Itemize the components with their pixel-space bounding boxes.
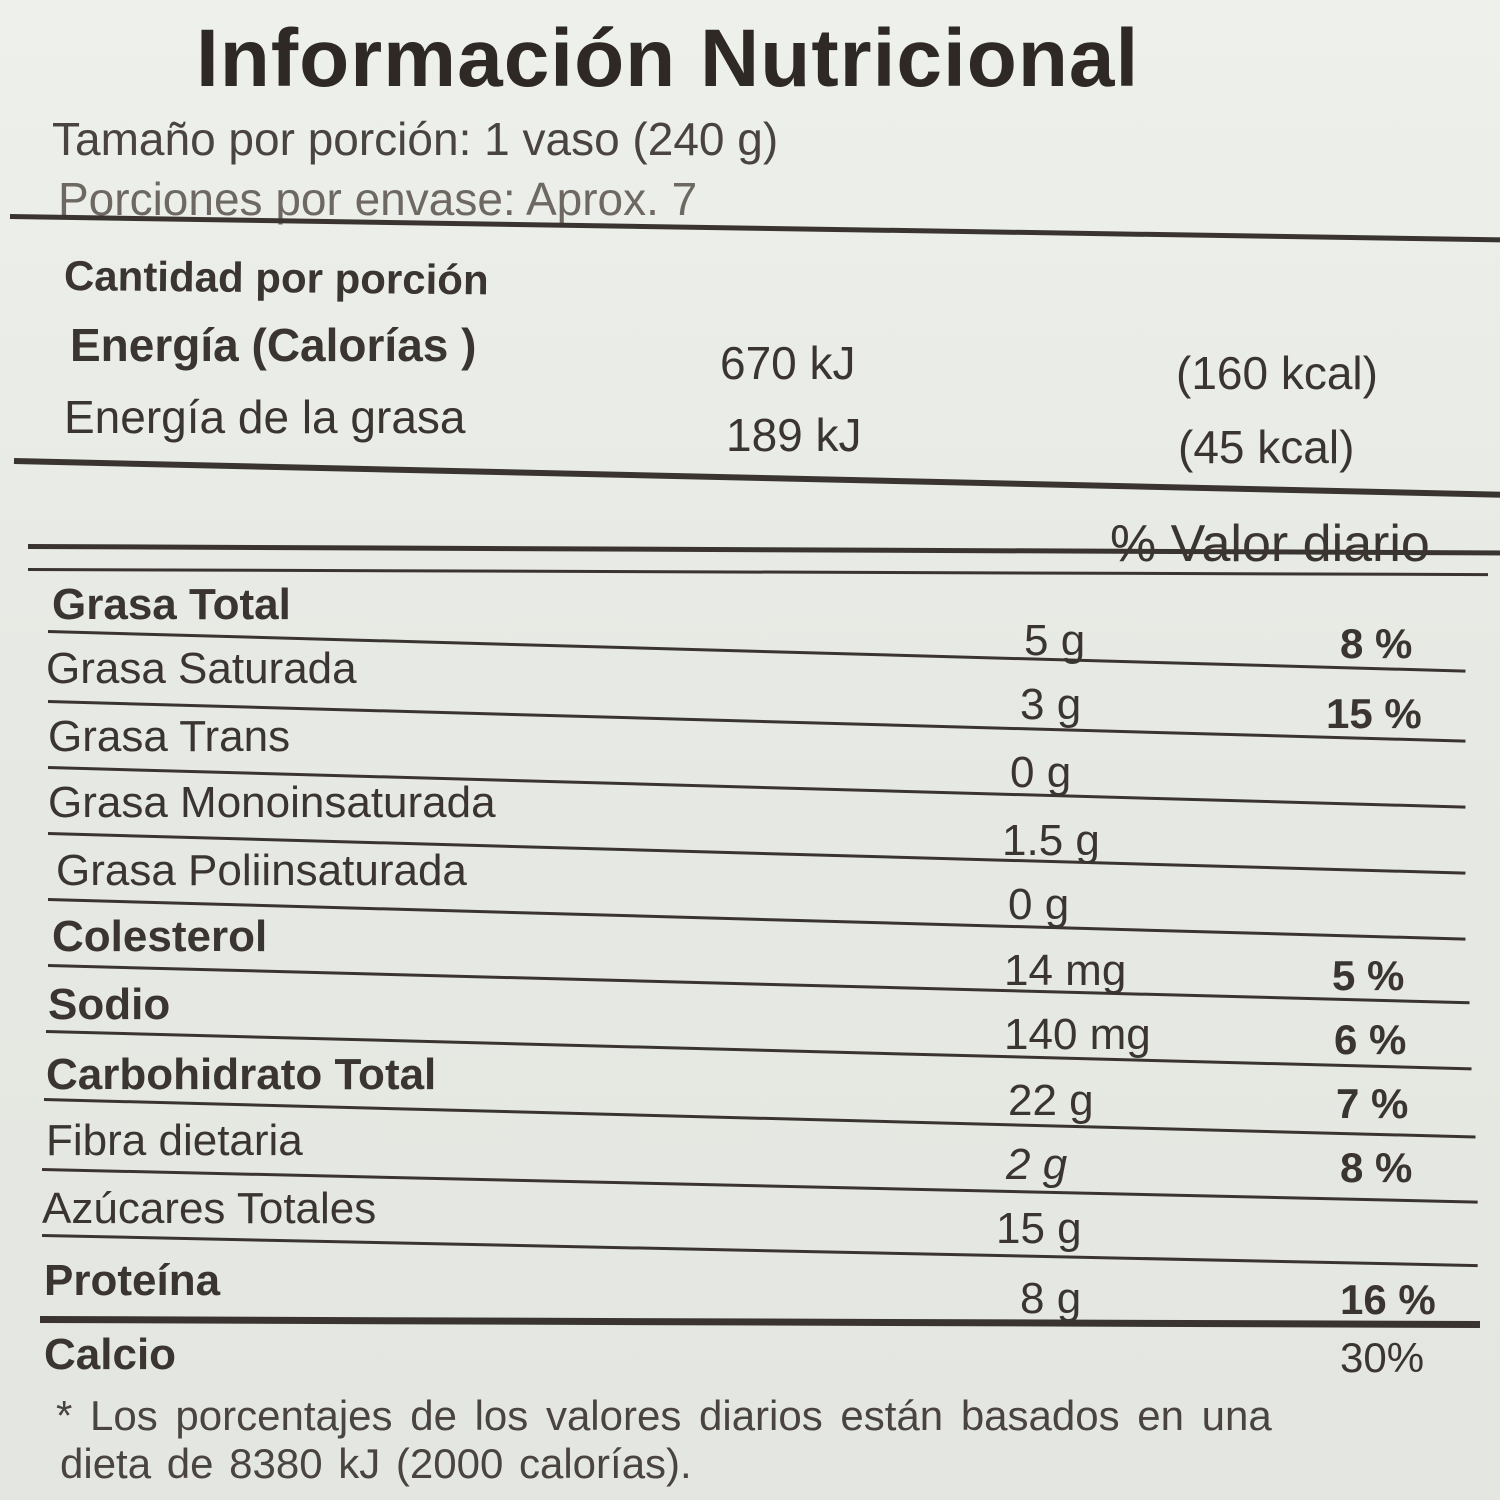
nutrient-amount: 1.5 g — [1002, 816, 1100, 865]
nutrient-name: Sodio — [48, 980, 171, 1029]
nutrient-dv: 7 % — [1336, 1080, 1409, 1127]
divider-top — [9, 214, 1500, 243]
nutrient-name: Grasa Monoinsaturada — [48, 778, 496, 827]
nutrient-row-carbohydrate: Carbohidrato Total 22 g 7 % — [0, 1050, 1500, 1127]
nutrient-name: Proteína — [44, 1256, 221, 1305]
calcium-name: Calcio — [44, 1330, 177, 1379]
nutrient-dv: 8 % — [1340, 1144, 1413, 1191]
daily-value-header: % Valor diario — [1110, 515, 1430, 573]
energy-fat-kj: 189 kJ — [726, 409, 862, 461]
nutrient-row-sugars: Azúcares Totales 15 g — [0, 1184, 1500, 1253]
energy-kj: 670 kJ — [720, 337, 856, 389]
nutrient-row-poly-fat: Grasa Poliinsaturada 0 g — [0, 846, 1500, 929]
nutrient-dv: 8 % — [1340, 620, 1413, 667]
footnote-line-1: * Los porcentajes de los valores diarios… — [56, 1392, 1272, 1439]
energy-fat-kcal: (45 kcal) — [1178, 421, 1355, 473]
energy-fat-name: Energía de la grasa — [64, 391, 466, 443]
nutrient-dv: 16 % — [1340, 1276, 1436, 1323]
nutrient-row-mono-fat: Grasa Monoinsaturada 1.5 g — [0, 778, 1500, 865]
nutrient-amount: 0 g — [1008, 880, 1070, 929]
nutrient-name: Grasa Trans — [48, 712, 291, 761]
nutrient-amount: 0 g — [1010, 748, 1072, 797]
nutrient-dv: 15 % — [1326, 690, 1422, 737]
nutrient-amount: 14 mg — [1004, 946, 1127, 995]
footnote-line-2: dieta de 8380 kJ (2000 calorías). — [60, 1440, 692, 1487]
nutrient-amount: 3 g — [1020, 680, 1082, 729]
calcium-dv: 30% — [1340, 1334, 1425, 1381]
nutrient-amount: 22 g — [1008, 1076, 1094, 1125]
energy-name: Energía (Calorías ) — [70, 319, 477, 371]
nutrient-row-trans-fat: Grasa Trans 0 g — [0, 712, 1500, 797]
energy-kcal: (160 kcal) — [1176, 347, 1378, 399]
nutrient-amount: 8 g — [1020, 1274, 1082, 1323]
nutrient-name: Grasa Total — [52, 580, 291, 629]
nutrient-row-protein: Proteína 8 g 16 % — [0, 1256, 1500, 1323]
nutrient-row-fiber: Fibra dietaria 2 g 8 % — [0, 1116, 1500, 1191]
nutrient-name: Fibra dietaria — [46, 1116, 303, 1165]
nutrient-amount: 2 g — [1006, 1140, 1068, 1189]
nutrient-name: Colesterol — [52, 912, 268, 961]
nutrient-name: Azúcares Totales — [42, 1184, 377, 1233]
nutrient-row-sodium: Sodio 140 mg 6 % — [0, 980, 1500, 1063]
amount-per-serving: Cantidad por porción — [63, 252, 489, 304]
nutrient-name: Grasa Poliinsaturada — [56, 846, 467, 895]
nutrient-name: Carbohidrato Total — [46, 1050, 437, 1099]
nutrient-row-total-fat: Grasa Total 5 g 8 % — [0, 580, 1500, 667]
nutrient-amount: 15 g — [996, 1204, 1082, 1253]
nutrient-name: Grasa Saturada — [46, 644, 357, 693]
nutrient-amount: 140 mg — [1004, 1010, 1151, 1059]
nutrient-dv: 5 % — [1332, 952, 1405, 999]
serving-size: Tamaño por porción: 1 vaso (240 g) — [52, 113, 779, 165]
label-title: Información Nutricional — [196, 13, 1140, 104]
nutrient-dv: 6 % — [1334, 1016, 1407, 1063]
nutrient-row-saturated-fat: Grasa Saturada 3 g 15 % — [0, 644, 1500, 737]
nutrient-row-cholesterol: Colesterol 14 mg 5 % — [0, 912, 1500, 999]
